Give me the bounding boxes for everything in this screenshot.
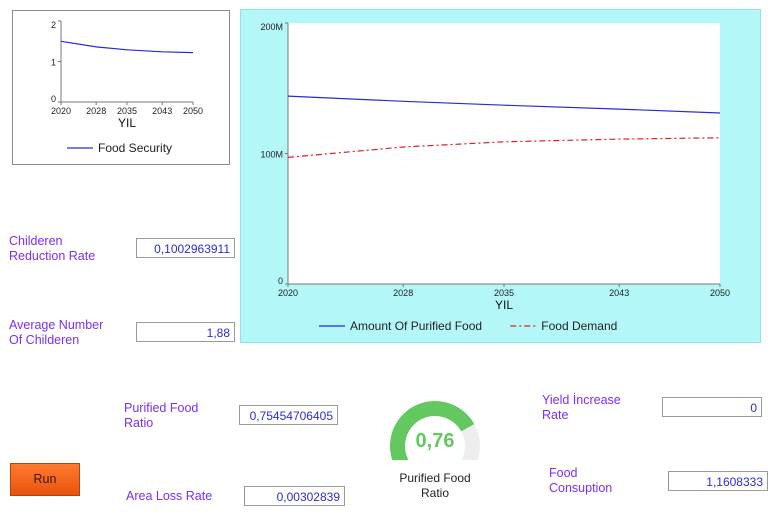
food-consuption-field[interactable]: 1,1608333	[668, 471, 768, 491]
x-tick-label: 2043	[152, 106, 172, 116]
x-tick-label: 2028	[393, 288, 413, 298]
x-tick-label: 2050	[183, 106, 203, 116]
purified-food-ratio-gauge: 0,76	[380, 390, 490, 467]
series-line	[287, 137, 721, 158]
x-tick-label: 2020	[278, 288, 298, 298]
x-axis-label: YIL	[495, 298, 513, 312]
series-line	[287, 95, 721, 114]
gauge-track	[461, 424, 480, 467]
yield-increase-rate-field[interactable]: 0	[662, 397, 762, 417]
childeren-reduction-rate-field[interactable]: 0,1002963911	[136, 238, 235, 258]
y-tick-label: 0	[51, 94, 56, 104]
label-line: Average Number	[9, 318, 104, 332]
gauge-value: 0,76	[416, 430, 455, 452]
x-tick-label: 2050	[710, 288, 730, 298]
legend-label: Amount Of Purified Food	[350, 319, 482, 333]
food-security-chart-panel: 0 1 2 2020 2028 2035 2043 2050 YIL Food Security	[12, 10, 230, 165]
purified-food-chart-panel: 0 100M 200M 2020 2028 2035 2043 2050 YIL Amount O…	[240, 9, 761, 343]
plot-area	[288, 23, 720, 284]
average-number-of-childeren-label: Average Number Of Childeren	[9, 318, 103, 348]
label-line: Food	[549, 466, 578, 480]
x-tick-label: 2043	[609, 288, 629, 298]
legend-label: Food Security	[98, 141, 172, 155]
label-line: Yield İncrease	[542, 393, 621, 407]
label-line: Purified Food	[124, 401, 199, 415]
area-loss-rate-field[interactable]: 0,00302839	[244, 486, 345, 506]
label-line: Of Childeren	[9, 333, 80, 347]
label-line: Consuption	[549, 481, 613, 495]
food-security-chart: 0 1 2 2020 2028 2035 2043 2050 YIL Food Security	[51, 20, 203, 155]
purified-food-chart: 0 100M 200M 2020 2028 2035 2043 2050 YIL Amount O…	[260, 22, 730, 333]
purified-food-ratio-field[interactable]: 0,75454706405	[239, 405, 338, 425]
gauge-arc: 0,76	[389, 400, 480, 467]
y-tick-label: 1	[51, 58, 56, 68]
legend-label: Food Demand	[541, 319, 617, 333]
series-line	[60, 40, 194, 54]
y-tick-label: 0	[278, 276, 283, 286]
food-consuption-label: Food Consuption	[549, 466, 612, 496]
x-axis-label: YIL	[118, 116, 136, 130]
childeren-reduction-rate-label: Childeren Reduction Rate	[9, 234, 95, 264]
average-number-of-childeren-field[interactable]: 1,88	[136, 322, 235, 342]
purified-food-ratio-label: Purified Food Ratio	[124, 401, 198, 431]
gauge-caption: Purified Food Ratio	[380, 471, 490, 501]
x-tick-label: 2035	[494, 288, 514, 298]
y-tick-label: 2	[51, 20, 56, 30]
yield-increase-rate-label: Yield İncrease Rate	[542, 393, 621, 423]
label-line: Reduction Rate	[9, 249, 96, 263]
x-tick-label: 2035	[117, 106, 137, 116]
x-tick-label: 2028	[86, 106, 106, 116]
x-tick-label: 2020	[51, 106, 71, 116]
area-loss-rate-label: Area Loss Rate	[126, 489, 213, 503]
label-line: Ratio	[124, 416, 154, 430]
gauge-caption-line: Ratio	[420, 486, 449, 500]
run-button[interactable]: Run	[10, 463, 80, 496]
label-line: Childeren	[9, 234, 63, 248]
gauge-caption-line: Purified Food	[399, 471, 471, 485]
y-tick-label: 100M	[260, 150, 283, 160]
y-tick-label: 200M	[260, 22, 283, 32]
gauge-fill	[389, 400, 475, 467]
label-line: Rate	[542, 408, 569, 422]
